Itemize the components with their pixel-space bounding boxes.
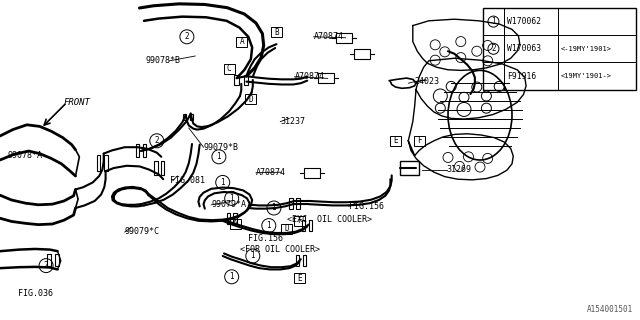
Bar	[390, 136, 401, 146]
Text: 1: 1	[491, 17, 496, 26]
Text: 31237: 31237	[280, 117, 305, 126]
Bar	[104, 155, 108, 171]
Text: F91916: F91916	[507, 71, 536, 81]
Bar	[337, 33, 353, 43]
Text: 24023: 24023	[415, 77, 440, 86]
Bar	[353, 49, 370, 59]
Bar	[234, 213, 237, 225]
Text: 99079*A: 99079*A	[211, 200, 246, 209]
Text: 31269: 31269	[447, 165, 472, 174]
Bar	[302, 220, 305, 231]
Text: <19MY'1901->: <19MY'1901->	[561, 73, 612, 79]
Text: 2: 2	[491, 44, 496, 53]
Text: E: E	[297, 274, 302, 283]
Text: A70874: A70874	[256, 168, 286, 177]
Bar	[190, 114, 193, 120]
Bar	[227, 213, 230, 225]
Text: 99078*A: 99078*A	[8, 151, 43, 160]
Text: 2: 2	[154, 136, 159, 145]
Text: E: E	[393, 136, 398, 145]
Text: 99078*B: 99078*B	[146, 56, 181, 65]
Bar	[400, 161, 419, 175]
Polygon shape	[408, 134, 513, 180]
Text: B: B	[274, 28, 279, 36]
Text: 1: 1	[250, 252, 255, 260]
Bar	[161, 161, 164, 175]
Bar	[183, 114, 186, 120]
Text: 99079*B: 99079*B	[204, 143, 239, 152]
Text: 2: 2	[184, 32, 189, 41]
Bar	[296, 255, 299, 266]
Text: 2: 2	[44, 261, 49, 270]
Text: 1: 1	[271, 204, 276, 212]
Bar	[305, 168, 321, 178]
Bar	[294, 216, 305, 226]
Text: FIG.156: FIG.156	[349, 202, 384, 211]
Text: <EXC. OIL COOLER>: <EXC. OIL COOLER>	[287, 215, 372, 224]
Text: FRONT: FRONT	[64, 98, 91, 107]
Bar	[294, 273, 305, 284]
Bar	[281, 224, 292, 234]
Bar	[223, 64, 235, 74]
Text: A70874: A70874	[314, 32, 344, 41]
Text: 1: 1	[266, 221, 271, 230]
Bar	[245, 94, 257, 104]
Bar	[236, 36, 248, 47]
Text: FIG.036: FIG.036	[18, 289, 53, 298]
Text: D: D	[284, 224, 289, 233]
Bar	[483, 8, 636, 90]
Bar	[230, 219, 241, 229]
Text: A: A	[239, 37, 244, 46]
Text: D: D	[248, 95, 253, 104]
Text: C: C	[227, 64, 232, 73]
Text: <FOR OIL COOLER>: <FOR OIL COOLER>	[240, 245, 320, 254]
Bar	[309, 220, 312, 231]
Text: 1: 1	[220, 178, 225, 187]
Bar	[55, 254, 59, 266]
Bar	[296, 197, 300, 209]
Bar	[154, 161, 157, 175]
Bar	[319, 73, 334, 84]
Bar	[47, 254, 51, 266]
Text: F: F	[417, 136, 422, 145]
Text: <-19MY'1901>: <-19MY'1901>	[561, 46, 612, 52]
Text: A: A	[233, 220, 238, 228]
Text: FIG.081: FIG.081	[170, 176, 205, 185]
Polygon shape	[413, 19, 520, 70]
Text: W170062: W170062	[507, 17, 541, 26]
Bar	[413, 136, 425, 146]
Text: A70874: A70874	[294, 72, 324, 81]
Text: FIG.156: FIG.156	[248, 234, 284, 243]
Polygon shape	[408, 58, 526, 141]
Text: 1: 1	[216, 152, 221, 161]
Bar	[271, 27, 282, 37]
Text: W170063: W170063	[507, 44, 541, 53]
Text: F: F	[297, 216, 302, 225]
Bar	[244, 75, 248, 85]
Bar	[143, 144, 146, 157]
Bar	[97, 155, 100, 171]
Text: 1: 1	[229, 194, 234, 203]
Text: 1: 1	[229, 272, 234, 281]
Text: 99079*C: 99079*C	[125, 228, 160, 236]
Text: A154001501: A154001501	[588, 305, 634, 314]
Bar	[234, 75, 239, 85]
Bar	[289, 197, 292, 209]
Bar	[136, 144, 139, 157]
Bar	[303, 255, 306, 266]
